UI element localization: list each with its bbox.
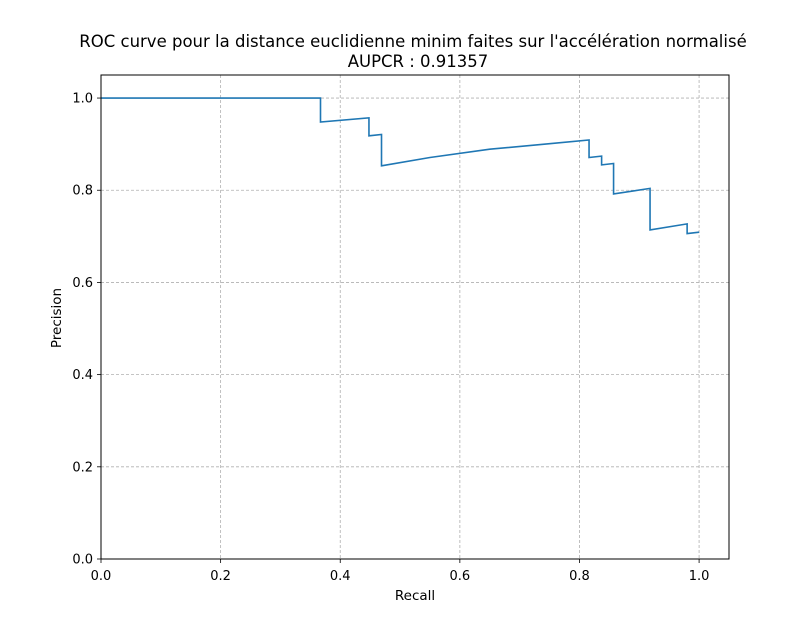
x-axis: 0.0 0.2 0.4 0.6 0.8 1.0 [91,559,710,584]
y-axis: 0.0 0.2 0.4 0.6 0.8 1.0 [72,92,101,568]
plot-frame [100,74,730,560]
y-tick-label: 0.8 [72,184,93,199]
x-tick-label: 0.2 [210,569,231,584]
y-tick-label: 0.0 [72,553,93,568]
chart-title: ROC curve pour la distance euclidienne m… [79,32,746,51]
series-layer [101,97,700,235]
y-axis-label: Precision [49,288,65,348]
x-axis-label: Recall [395,588,435,604]
x-tick-label: 0.8 [569,569,590,584]
x-tick-label: 0.6 [450,569,471,584]
y-tick-label: 0.6 [72,276,93,291]
x-tick-label: 0.0 [91,569,112,584]
x-tick-label: 0.4 [330,569,351,584]
y-tick-label: 0.4 [72,368,93,383]
y-tick-label: 1.0 [72,92,93,107]
chart-subtitle: AUPCR : 0.91357 [348,52,489,71]
x-tick-label: 1.0 [689,569,710,584]
y-tick-label: 0.2 [72,460,93,475]
pr-curve-line [101,97,700,235]
